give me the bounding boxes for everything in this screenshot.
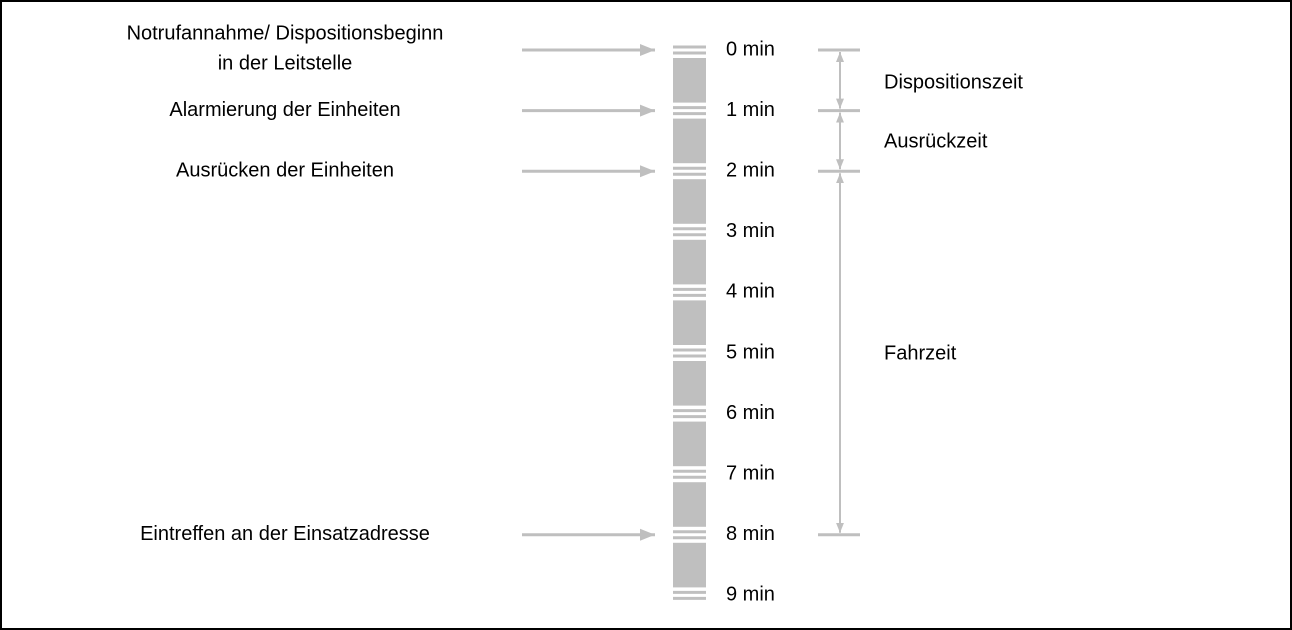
time-label: 8 min bbox=[726, 523, 775, 545]
event-label: Eintreffen an der Einsatzadresse bbox=[140, 523, 430, 545]
time-label: 6 min bbox=[726, 402, 775, 424]
phase-label: Dispositionszeit bbox=[884, 71, 1023, 93]
event-label: in der Leitstelle bbox=[218, 52, 353, 74]
time-label: 2 min bbox=[726, 159, 775, 181]
phase-label: Fahrzeit bbox=[884, 342, 957, 364]
timeline-block bbox=[673, 300, 706, 345]
time-label: 5 min bbox=[726, 341, 775, 363]
phase-label: Ausrückzeit bbox=[884, 130, 988, 152]
timeline-block bbox=[673, 58, 706, 103]
time-label: 4 min bbox=[726, 281, 775, 303]
time-label: 1 min bbox=[726, 99, 775, 121]
timeline-block bbox=[673, 361, 706, 406]
timeline-block bbox=[673, 239, 706, 285]
timeline-block bbox=[673, 118, 706, 164]
event-label: Notrufannahme/ Dispositionsbeginn bbox=[127, 22, 444, 44]
time-label: 3 min bbox=[726, 220, 775, 242]
time-label: 0 min bbox=[726, 38, 775, 60]
timeline-block bbox=[673, 179, 706, 224]
event-label: Ausrücken der Einheiten bbox=[176, 159, 394, 181]
time-label: 9 min bbox=[726, 584, 775, 606]
timeline-block bbox=[673, 421, 706, 467]
timeline-block bbox=[673, 482, 706, 527]
time-label: 7 min bbox=[726, 462, 775, 484]
event-label: Alarmierung der Einheiten bbox=[169, 99, 400, 121]
timeline-block bbox=[673, 542, 706, 588]
